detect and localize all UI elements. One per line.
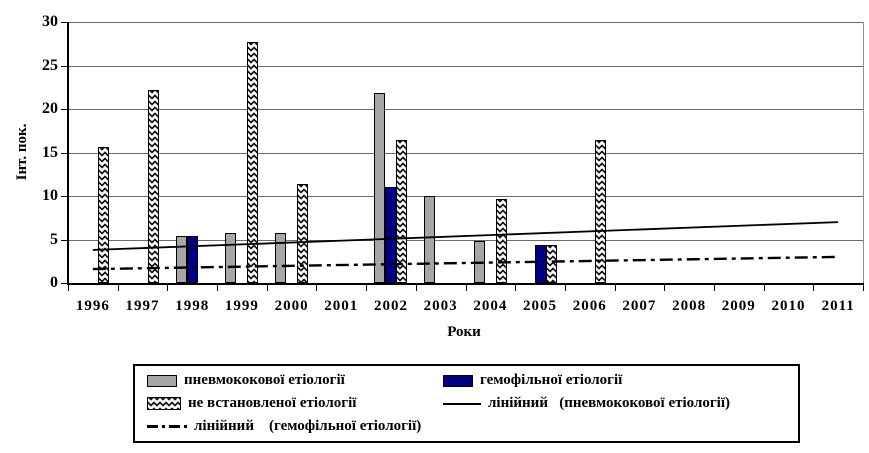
legend-swatch-gray-box [147,374,177,387]
bar-unknown-1997 [148,89,160,283]
legend-item-linear-hemo: лінійний (гемофільної етіології) [147,418,443,435]
bar-unknown-1996 [98,147,110,283]
x-axis-title: Роки [447,324,481,340]
y-tick-label: 0 [50,274,58,291]
x-axis-tick [167,285,169,291]
bar-pneumo-2003 [424,196,436,283]
x-tick-label: 2001 [324,298,359,314]
x-axis-tick [366,285,368,291]
x-axis-tick [415,285,417,291]
x-axis-tick [316,285,318,291]
x-tick-label: 2008 [672,298,707,314]
bar-unknown-2002 [396,140,408,283]
x-axis-tick [465,285,467,291]
legend-label-linear-pneumo: лінійний (пневмококової етіології) [488,395,730,411]
gridline [68,22,863,23]
legend-label-unknown: не встановленої етіології [188,395,357,411]
y-tick-label: 15 [42,143,58,161]
x-axis-tick [813,285,815,291]
legend-label-pneumo: пневмококової етіології [184,372,345,388]
y-axis-tick [61,196,67,197]
y-axis-tick [61,22,67,23]
bar-pneumo-1998 [175,236,187,283]
x-tick-label: 2009 [721,298,756,314]
y-tick-label: 10 [42,187,58,204]
bar-pneumo-1999 [225,233,237,283]
x-tick-label: 2007 [622,298,657,314]
x-tick-label: 2005 [523,298,558,314]
bar-hemo-2002 [385,187,397,283]
x-axis-tick [217,285,219,291]
x-tick-label: 2000 [274,298,309,314]
bar-pneumo-2000 [275,233,287,283]
trendline-solid [92,221,839,251]
y-axis-line [67,22,69,285]
legend-item-hemo: гемофільної етіології [443,372,794,389]
x-tick-label: 2010 [771,298,806,314]
x-axis-tick [763,285,765,291]
gridline [68,109,863,110]
y-axis-tick [61,109,67,110]
gridline [68,239,863,241]
y-axis-tick [61,152,67,154]
y-axis-tick [61,283,67,284]
legend-label-linear-hemo: лінійний (гемофільної етіології) [194,418,422,434]
legend: пневмококової етіології гемофільної етіо… [133,364,800,443]
x-tick-label: 2004 [473,298,508,314]
x-tick-label: 1996 [75,298,110,314]
bar-unknown-2005 [545,244,557,283]
gridline [68,152,863,154]
bar-unknown-1999 [247,42,259,283]
bar-hemo-2005 [534,244,546,283]
bar-hemo-1998 [186,236,198,283]
gridline [68,65,863,67]
bar-unknown-2000 [297,183,309,283]
x-tick-label: 1998 [175,298,210,314]
x-axis-line [67,283,864,285]
x-axis-tick [266,285,268,291]
x-axis-tick [713,285,715,291]
legend-item-pneumo: пневмококової етіології [147,372,443,389]
legend-item-linear-pneumo: лінійний (пневмококової етіології) [443,395,794,412]
y-axis-tick [61,239,67,241]
legend-label-hemo: гемофільної етіології [480,372,623,388]
x-axis-tick [68,285,69,291]
plot-border-right [863,22,864,283]
x-axis-tick [664,285,666,291]
legend-swatch-solid-line [443,402,481,405]
x-axis-tick [863,285,864,291]
x-tick-label: 1997 [125,298,160,314]
y-tick-label: 30 [42,13,58,30]
y-axis-tick [61,65,67,67]
y-tick-label: 25 [42,56,58,74]
y-axis-title: Інт. пок. [14,123,30,181]
x-axis-tick [117,285,119,291]
y-tick-label: 5 [50,230,58,248]
x-tick-label: 2011 [821,298,855,314]
y-tick-label: 20 [42,100,58,117]
bar-unknown-2006 [595,140,607,283]
bar-unknown-2004 [495,199,507,283]
x-axis-tick [614,285,616,291]
x-axis-tick [515,285,517,291]
x-axis-tick [564,285,566,291]
legend-swatch-dash-dot-line [147,425,187,428]
x-tick-label: 2003 [423,298,458,314]
trendline-dashdot [92,255,839,271]
x-tick-label: 2006 [572,298,607,314]
gridline [68,196,863,197]
x-tick-label: 2002 [373,298,408,314]
legend-swatch-navy-box [443,374,473,387]
legend-item-unknown: не встановленої етіології [147,395,443,412]
bar-pneumo-2002 [374,93,386,283]
x-tick-label: 1999 [224,298,259,314]
legend-swatch-diamond-pattern [147,397,181,410]
